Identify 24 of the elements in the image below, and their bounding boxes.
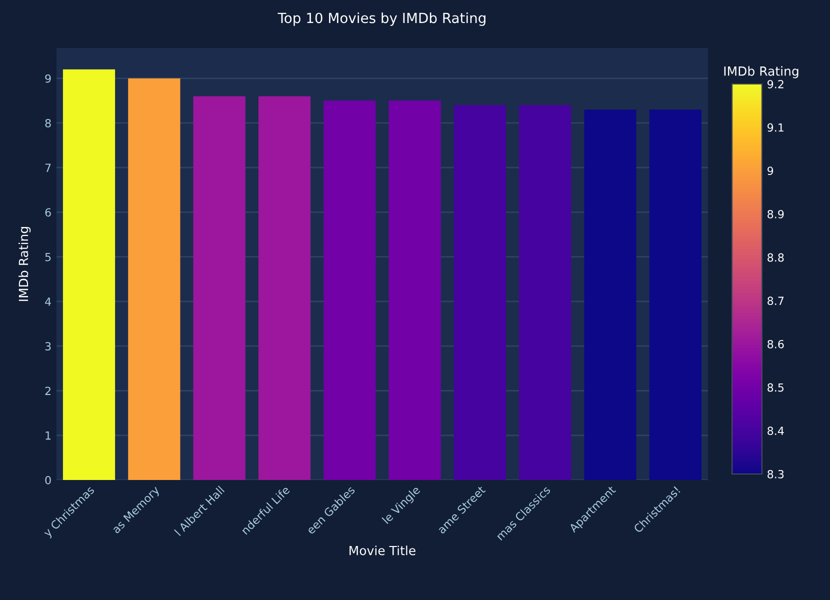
chart-title: Top 10 Movies by IMDb Rating [278,12,486,26]
y-tick-label: 9 [45,74,51,83]
color-bar-label: 8.4 [768,426,784,436]
color-bar-label: 9.2 [768,80,784,88]
y-tick-label: 1 [46,431,51,440]
color-bar-label: 9 [768,166,774,176]
y-tick-label: 8 [45,118,51,128]
color-bar-label: 8.3 [768,470,784,478]
y-tick-label: 7 [45,164,51,172]
y-tick-label: 6 [45,208,51,217]
y-tick-label: 4 [45,298,51,306]
color-bar-label: 8.7 [768,296,784,306]
color-bar-label: 8.8 [768,253,784,262]
y-tick-label: 2 [45,386,50,395]
color-bar-title: IMDb Rating [724,66,798,78]
color-bar-label: 8.5 [768,383,784,392]
y-tick-label: 5 [45,252,51,262]
y-axis-title: IMDb Rating [18,226,31,301]
color-bar-label: 8.6 [768,340,784,348]
color-bar-label: 9.1 [768,123,784,132]
x-axis-title: Movie Title [350,546,416,556]
color-bar-label: 8.9 [768,210,784,218]
y-tick-label: 0 [45,476,51,484]
y-tick-label: 3 [45,342,51,350]
